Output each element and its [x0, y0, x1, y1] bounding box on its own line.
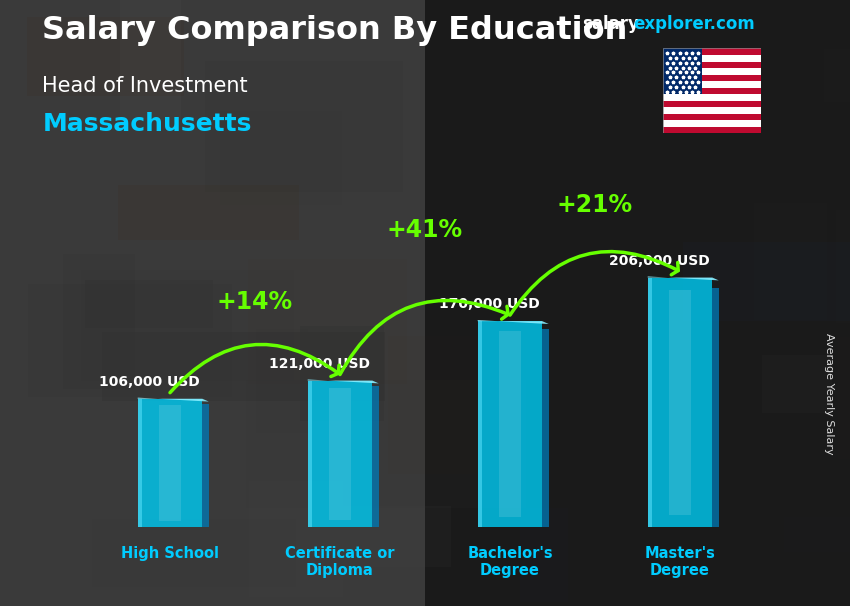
Bar — [663, 75, 761, 81]
Polygon shape — [138, 398, 209, 402]
FancyBboxPatch shape — [26, 18, 184, 96]
Text: salary: salary — [582, 15, 639, 33]
Bar — [663, 101, 761, 107]
FancyBboxPatch shape — [249, 481, 343, 598]
Text: 206,000 USD: 206,000 USD — [609, 254, 710, 268]
FancyBboxPatch shape — [520, 508, 569, 602]
Bar — [663, 62, 761, 68]
Text: Massachusetts: Massachusetts — [42, 112, 252, 136]
FancyBboxPatch shape — [63, 254, 135, 389]
Bar — [663, 68, 761, 75]
Text: Head of Investment: Head of Investment — [42, 76, 248, 96]
Bar — [542, 330, 549, 527]
Bar — [663, 55, 761, 62]
Text: 121,000 USD: 121,000 USD — [269, 357, 370, 371]
Text: explorer.com: explorer.com — [633, 15, 755, 33]
Bar — [478, 321, 542, 527]
Polygon shape — [478, 320, 549, 324]
FancyBboxPatch shape — [343, 507, 450, 567]
Bar — [663, 88, 761, 94]
Bar — [308, 381, 312, 527]
Polygon shape — [648, 276, 719, 281]
Bar — [663, 127, 761, 133]
FancyBboxPatch shape — [81, 270, 294, 381]
FancyBboxPatch shape — [683, 242, 850, 321]
Polygon shape — [308, 379, 379, 384]
Text: +41%: +41% — [387, 218, 463, 242]
Bar — [663, 48, 761, 55]
FancyBboxPatch shape — [120, 0, 181, 120]
FancyBboxPatch shape — [220, 111, 342, 204]
Text: Average Yearly Salary: Average Yearly Salary — [824, 333, 834, 454]
FancyBboxPatch shape — [762, 355, 832, 413]
FancyBboxPatch shape — [28, 284, 232, 397]
Bar — [712, 287, 719, 527]
FancyBboxPatch shape — [256, 329, 308, 433]
Bar — [663, 94, 761, 101]
Bar — [663, 120, 761, 127]
Bar — [663, 114, 761, 120]
Bar — [648, 278, 652, 527]
Bar — [138, 399, 142, 527]
Bar — [478, 321, 482, 527]
Bar — [372, 387, 379, 527]
Bar — [499, 331, 521, 517]
Bar — [648, 278, 712, 527]
FancyBboxPatch shape — [246, 380, 526, 508]
Bar — [202, 404, 209, 527]
Bar — [138, 399, 202, 527]
Text: +14%: +14% — [217, 290, 293, 314]
FancyBboxPatch shape — [300, 326, 384, 421]
Text: Salary Comparison By Education: Salary Comparison By Education — [42, 15, 628, 46]
Bar — [159, 405, 181, 521]
Bar — [663, 107, 761, 114]
FancyBboxPatch shape — [118, 185, 298, 240]
Text: 106,000 USD: 106,000 USD — [99, 375, 200, 389]
Bar — [669, 290, 691, 514]
FancyBboxPatch shape — [754, 203, 827, 320]
FancyBboxPatch shape — [635, 132, 827, 279]
Bar — [663, 81, 761, 88]
Text: +21%: +21% — [557, 193, 633, 217]
FancyBboxPatch shape — [92, 519, 297, 587]
Bar — [663, 48, 702, 94]
FancyBboxPatch shape — [102, 332, 385, 401]
Bar — [329, 388, 351, 520]
FancyBboxPatch shape — [85, 280, 212, 328]
FancyBboxPatch shape — [836, 210, 850, 323]
Bar — [308, 381, 372, 527]
Text: 170,000 USD: 170,000 USD — [439, 298, 540, 311]
